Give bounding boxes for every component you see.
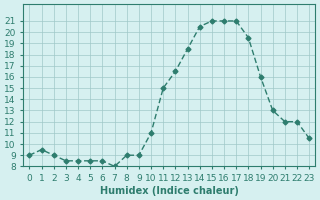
- X-axis label: Humidex (Indice chaleur): Humidex (Indice chaleur): [100, 186, 239, 196]
